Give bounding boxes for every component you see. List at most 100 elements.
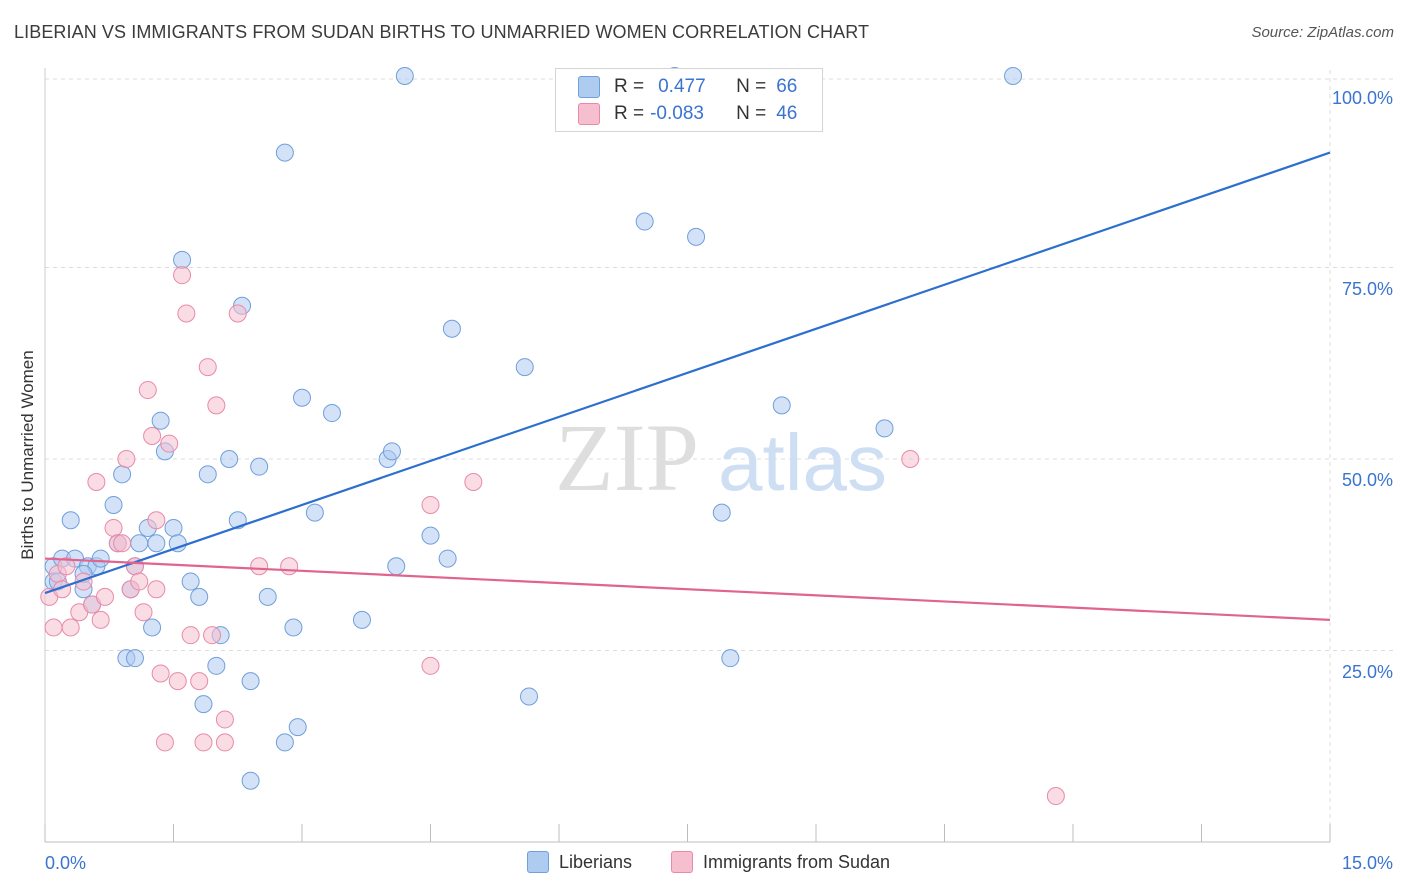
y-tick-label: 50.0% — [1342, 470, 1393, 490]
point-liberians — [395, 67, 414, 85]
point-liberians — [712, 503, 731, 522]
watermark-atlas: atlas — [718, 418, 887, 507]
point-sudan — [421, 656, 440, 675]
point-sudan — [177, 304, 196, 323]
point-sudan — [198, 358, 217, 377]
point-sudan — [160, 434, 179, 453]
point-liberians — [635, 212, 654, 231]
point-liberians — [293, 388, 311, 407]
y-tick-label: 100.0% — [1332, 88, 1393, 108]
stats-n-label: N = — [736, 76, 767, 97]
point-liberians — [520, 687, 539, 706]
point-liberians — [687, 227, 706, 246]
point-sudan — [104, 518, 123, 537]
point-liberians — [284, 618, 303, 637]
point-sudan — [901, 450, 920, 468]
point-sudan — [421, 495, 440, 514]
stats-n-label: N = — [736, 103, 767, 124]
y-tick-label: 75.0% — [1342, 279, 1393, 299]
legend-swatch-liberians — [527, 851, 549, 873]
point-sudan — [215, 733, 234, 752]
point-liberians — [125, 649, 144, 668]
point-sudan — [147, 580, 166, 599]
point-liberians — [164, 518, 183, 537]
stats-swatch-liberians — [578, 76, 600, 98]
point-liberians — [258, 587, 277, 606]
point-liberians — [173, 250, 192, 269]
point-liberians — [305, 503, 324, 522]
stats-swatch-sudan — [578, 103, 600, 125]
point-liberians — [130, 534, 149, 553]
point-sudan — [87, 472, 106, 491]
point-liberians — [382, 442, 401, 461]
point-liberians — [143, 618, 162, 637]
point-liberians — [322, 404, 341, 423]
legend-label-liberians: Liberians — [559, 851, 633, 872]
point-sudan — [280, 557, 299, 576]
point-liberians — [104, 495, 123, 514]
legend-label-sudan: Immigrants from Sudan — [703, 851, 891, 872]
point-sudan — [91, 610, 110, 629]
y-tick-label: 25.0% — [1342, 662, 1393, 682]
point-liberians — [151, 411, 170, 430]
point-liberians — [275, 733, 294, 752]
point-sudan — [117, 450, 136, 468]
point-liberians — [91, 549, 110, 568]
point-sudan — [173, 266, 192, 285]
point-liberians — [275, 143, 294, 162]
point-sudan — [194, 733, 213, 752]
trend-line-sudan — [44, 557, 1331, 621]
stats-n-value: 46 — [776, 103, 798, 124]
legend-item-liberians[interactable]: Liberians — [527, 851, 632, 873]
point-sudan — [203, 626, 222, 645]
point-sudan — [250, 557, 269, 576]
point-liberians — [168, 534, 187, 553]
point-sudan — [61, 618, 80, 637]
point-sudan — [57, 557, 76, 576]
point-liberians — [241, 771, 260, 790]
watermark: ZIP atlas — [555, 404, 887, 511]
legend-item-sudan[interactable]: Immigrants from Sudan — [671, 851, 890, 873]
point-sudan — [151, 664, 170, 683]
stats-legend: R = 0.477 N = 66 R = -0.083 N = 46 — [555, 68, 823, 132]
point-sudan — [215, 710, 234, 729]
point-sudan — [181, 626, 200, 645]
chart-title: LIBERIAN VS IMMIGRANTS FROM SUDAN BIRTHS… — [14, 22, 870, 42]
point-liberians — [421, 526, 440, 545]
point-liberians — [721, 649, 740, 668]
point-liberians — [772, 396, 791, 415]
stats-r-label: R = — [614, 76, 645, 97]
tick-labels: 25.0% 50.0% 75.0% 100.0% 0.0% 15.0% — [45, 88, 1393, 873]
point-liberians — [241, 672, 260, 691]
point-sudan — [130, 572, 149, 591]
point-sudan — [228, 304, 247, 323]
point-sudan — [138, 381, 157, 400]
point-sudan — [134, 603, 153, 622]
point-liberians — [387, 557, 406, 576]
trend-line-liberians — [44, 151, 1331, 595]
watermark-zip: ZIP — [555, 404, 699, 511]
point-liberians — [113, 465, 132, 484]
x-tick-label: 0.0% — [45, 853, 86, 873]
point-sudan — [44, 618, 63, 637]
point-liberians — [220, 450, 239, 468]
trend-lines — [44, 151, 1331, 621]
stats-r-value: 0.477 — [658, 76, 706, 97]
point-liberians — [198, 465, 217, 484]
stats-r-label: R = — [614, 103, 645, 124]
point-sudan — [147, 511, 166, 530]
stats-row-liberians: R = 0.477 N = 66 — [578, 74, 797, 100]
point-liberians — [515, 358, 534, 377]
point-liberians — [190, 587, 209, 606]
legend-swatch-sudan — [671, 851, 693, 873]
point-liberians — [147, 534, 166, 553]
point-sudan — [155, 733, 174, 752]
point-liberians — [207, 656, 226, 675]
point-sudan — [143, 427, 162, 446]
stats-row-sudan: R = -0.083 N = 46 — [578, 101, 797, 127]
point-sudan — [95, 587, 114, 606]
stats-r-value: -0.083 — [650, 103, 704, 124]
point-liberians — [194, 695, 213, 714]
point-sudan — [1046, 787, 1065, 806]
